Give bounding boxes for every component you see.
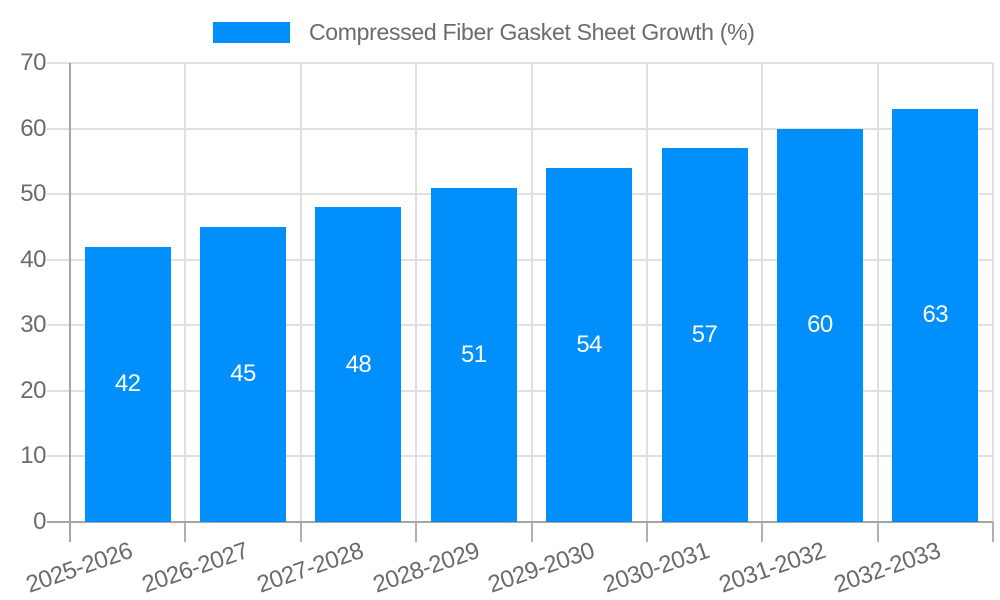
bar[interactable]: 57 (661, 148, 748, 522)
y-gridline (47, 127, 993, 130)
x-gridline (299, 63, 302, 522)
y-axis-tick-label: 50 (20, 180, 46, 208)
y-axis-tick-label: 0 (33, 508, 46, 535)
x-axis-category-label: 2026-2027 (138, 537, 252, 599)
bar[interactable]: 48 (315, 207, 402, 522)
x-axis-tick (184, 522, 187, 542)
x-axis-tick (415, 522, 418, 542)
x-axis-category-label: 2032-2033 (830, 537, 944, 599)
legend-swatch-icon (213, 21, 290, 43)
y-gridline (47, 258, 993, 261)
x-gridline (761, 63, 764, 522)
y-gridline (47, 324, 993, 327)
x-axis-category-label: 2028-2029 (369, 537, 483, 599)
x-gridline (415, 63, 418, 522)
y-gridline (47, 193, 993, 196)
bar-value-label: 48 (345, 350, 372, 378)
bar[interactable]: 42 (84, 246, 171, 522)
y-axis-tick-label: 30 (20, 311, 46, 339)
bar-value-label: 63 (922, 301, 949, 329)
x-axis-tick (299, 522, 302, 542)
x-axis-tick (530, 522, 533, 542)
bar[interactable]: 60 (776, 128, 863, 522)
y-gridline (47, 389, 993, 392)
x-gridline (876, 63, 879, 522)
bar-value-label: 51 (460, 340, 487, 368)
y-axis-tick-label: 40 (20, 245, 46, 273)
bar[interactable]: 51 (430, 187, 517, 522)
y-gridline (47, 455, 993, 458)
bar-value-label: 54 (576, 330, 603, 358)
x-axis-tick (876, 522, 879, 542)
y-axis-tick-label: 70 (20, 49, 46, 76)
x-gridline (645, 63, 648, 522)
x-axis-category-label: 2029-2030 (484, 537, 598, 599)
x-axis-category-label: 2030-2031 (599, 537, 714, 599)
y-axis-line (69, 63, 71, 542)
bar-value-label: 60 (807, 311, 833, 339)
y-axis-tick-label: 10 (20, 442, 46, 470)
y-axis-tick-label: 20 (20, 376, 46, 404)
bar-value-label: 42 (114, 370, 141, 398)
bar-value-label: 45 (230, 360, 256, 388)
x-gridline (530, 63, 533, 522)
legend-label: Compressed Fiber Gasket Sheet Growth (%) (309, 18, 755, 45)
legend-item[interactable]: Compressed Fiber Gasket Sheet Growth (%) (213, 18, 755, 46)
x-axis-category-label: 2031-2032 (715, 537, 829, 599)
y-axis-tick-label: 60 (20, 114, 46, 142)
x-gridline (992, 63, 994, 522)
x-axis-tick (761, 522, 764, 542)
x-axis-line (47, 521, 993, 523)
x-axis-tick (992, 522, 994, 542)
bar[interactable]: 63 (892, 108, 979, 522)
x-axis-tick (645, 522, 648, 542)
x-axis-category-label: 2025-2026 (23, 537, 137, 599)
x-gridline (184, 63, 187, 522)
bar-value-label: 57 (691, 321, 718, 349)
bar[interactable]: 45 (200, 226, 287, 522)
bar[interactable]: 54 (546, 167, 633, 522)
y-gridline (47, 62, 993, 64)
x-axis-category-label: 2027-2028 (253, 537, 367, 599)
